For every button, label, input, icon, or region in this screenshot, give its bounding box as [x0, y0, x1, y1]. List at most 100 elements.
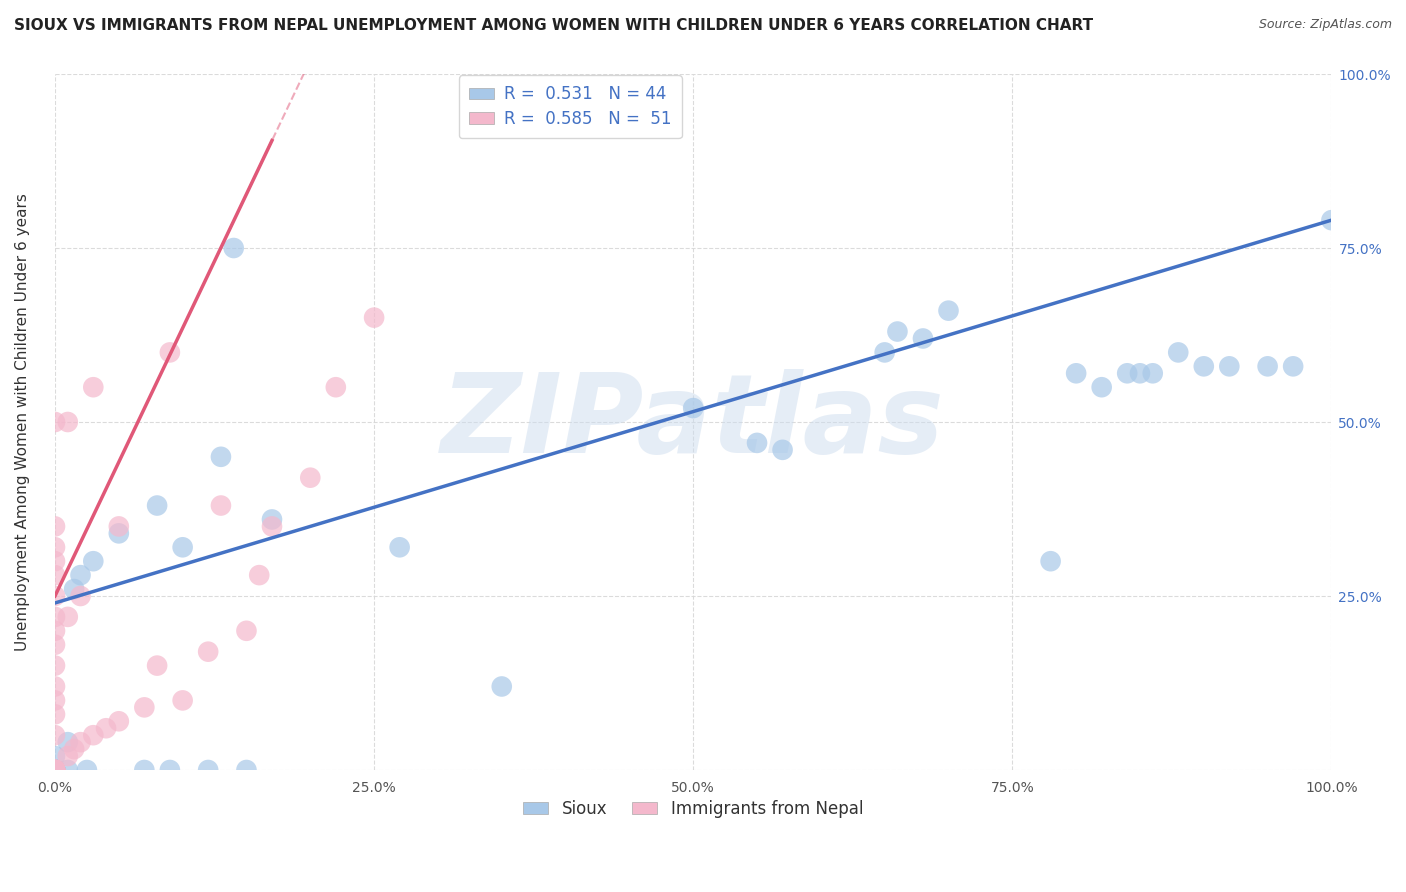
Point — [299, 471, 322, 485]
Point — [76, 763, 98, 777]
Point — [197, 763, 219, 777]
Point — [56, 415, 79, 429]
Point — [146, 658, 169, 673]
Point — [44, 728, 66, 742]
Point — [69, 735, 91, 749]
Point — [44, 763, 66, 777]
Point — [325, 380, 347, 394]
Point — [159, 345, 181, 359]
Point — [63, 742, 86, 756]
Point — [235, 763, 257, 777]
Text: Source: ZipAtlas.com: Source: ZipAtlas.com — [1258, 18, 1392, 31]
Point — [1257, 359, 1279, 374]
Point — [172, 693, 194, 707]
Point — [82, 380, 104, 394]
Point — [745, 436, 768, 450]
Point — [44, 763, 66, 777]
Point — [260, 512, 283, 526]
Point — [1167, 345, 1189, 359]
Point — [44, 554, 66, 568]
Point — [44, 658, 66, 673]
Point — [56, 735, 79, 749]
Point — [1320, 213, 1343, 227]
Point — [44, 763, 66, 777]
Point — [44, 610, 66, 624]
Point — [44, 519, 66, 533]
Text: SIOUX VS IMMIGRANTS FROM NEPAL UNEMPLOYMENT AMONG WOMEN WITH CHILDREN UNDER 6 YE: SIOUX VS IMMIGRANTS FROM NEPAL UNEMPLOYM… — [14, 18, 1094, 33]
Point — [44, 763, 66, 777]
Point — [938, 303, 960, 318]
Point — [1039, 554, 1062, 568]
Point — [44, 568, 66, 582]
Point — [44, 589, 66, 603]
Point — [108, 714, 131, 729]
Text: ZIPatlas: ZIPatlas — [441, 368, 945, 475]
Point — [1129, 366, 1152, 380]
Point — [1142, 366, 1164, 380]
Point — [69, 589, 91, 603]
Point — [197, 645, 219, 659]
Point — [44, 707, 66, 722]
Point — [1218, 359, 1240, 374]
Point — [1091, 380, 1114, 394]
Point — [56, 749, 79, 764]
Point — [56, 610, 79, 624]
Y-axis label: Unemployment Among Women with Children Under 6 years: Unemployment Among Women with Children U… — [15, 193, 30, 651]
Point — [134, 763, 156, 777]
Point — [159, 763, 181, 777]
Point — [82, 728, 104, 742]
Point — [44, 763, 66, 777]
Point — [260, 519, 283, 533]
Point — [911, 331, 934, 345]
Point — [44, 763, 66, 777]
Point — [873, 345, 896, 359]
Point — [82, 554, 104, 568]
Point — [44, 763, 66, 777]
Point — [44, 763, 66, 777]
Point — [235, 624, 257, 638]
Point — [388, 541, 411, 555]
Point — [108, 526, 131, 541]
Point — [63, 582, 86, 596]
Point — [491, 680, 513, 694]
Point — [886, 325, 908, 339]
Point — [44, 749, 66, 764]
Point — [44, 624, 66, 638]
Point — [44, 763, 66, 777]
Point — [209, 499, 232, 513]
Point — [682, 401, 704, 415]
Point — [44, 763, 66, 777]
Point — [69, 568, 91, 582]
Point — [44, 541, 66, 555]
Point — [94, 721, 117, 735]
Point — [44, 763, 66, 777]
Point — [1282, 359, 1305, 374]
Point — [44, 763, 66, 777]
Point — [44, 763, 66, 777]
Point — [44, 763, 66, 777]
Point — [44, 763, 66, 777]
Legend: Sioux, Immigrants from Nepal: Sioux, Immigrants from Nepal — [516, 793, 870, 824]
Point — [108, 519, 131, 533]
Point — [1192, 359, 1215, 374]
Point — [363, 310, 385, 325]
Point — [222, 241, 245, 255]
Point — [44, 763, 66, 777]
Point — [209, 450, 232, 464]
Point — [134, 700, 156, 714]
Point — [56, 763, 79, 777]
Point — [44, 763, 66, 777]
Point — [44, 680, 66, 694]
Point — [44, 763, 66, 777]
Point — [44, 415, 66, 429]
Point — [172, 541, 194, 555]
Point — [772, 442, 794, 457]
Point — [146, 499, 169, 513]
Point — [1116, 366, 1139, 380]
Point — [44, 693, 66, 707]
Point — [247, 568, 270, 582]
Point — [44, 638, 66, 652]
Point — [44, 763, 66, 777]
Point — [44, 763, 66, 777]
Point — [1064, 366, 1087, 380]
